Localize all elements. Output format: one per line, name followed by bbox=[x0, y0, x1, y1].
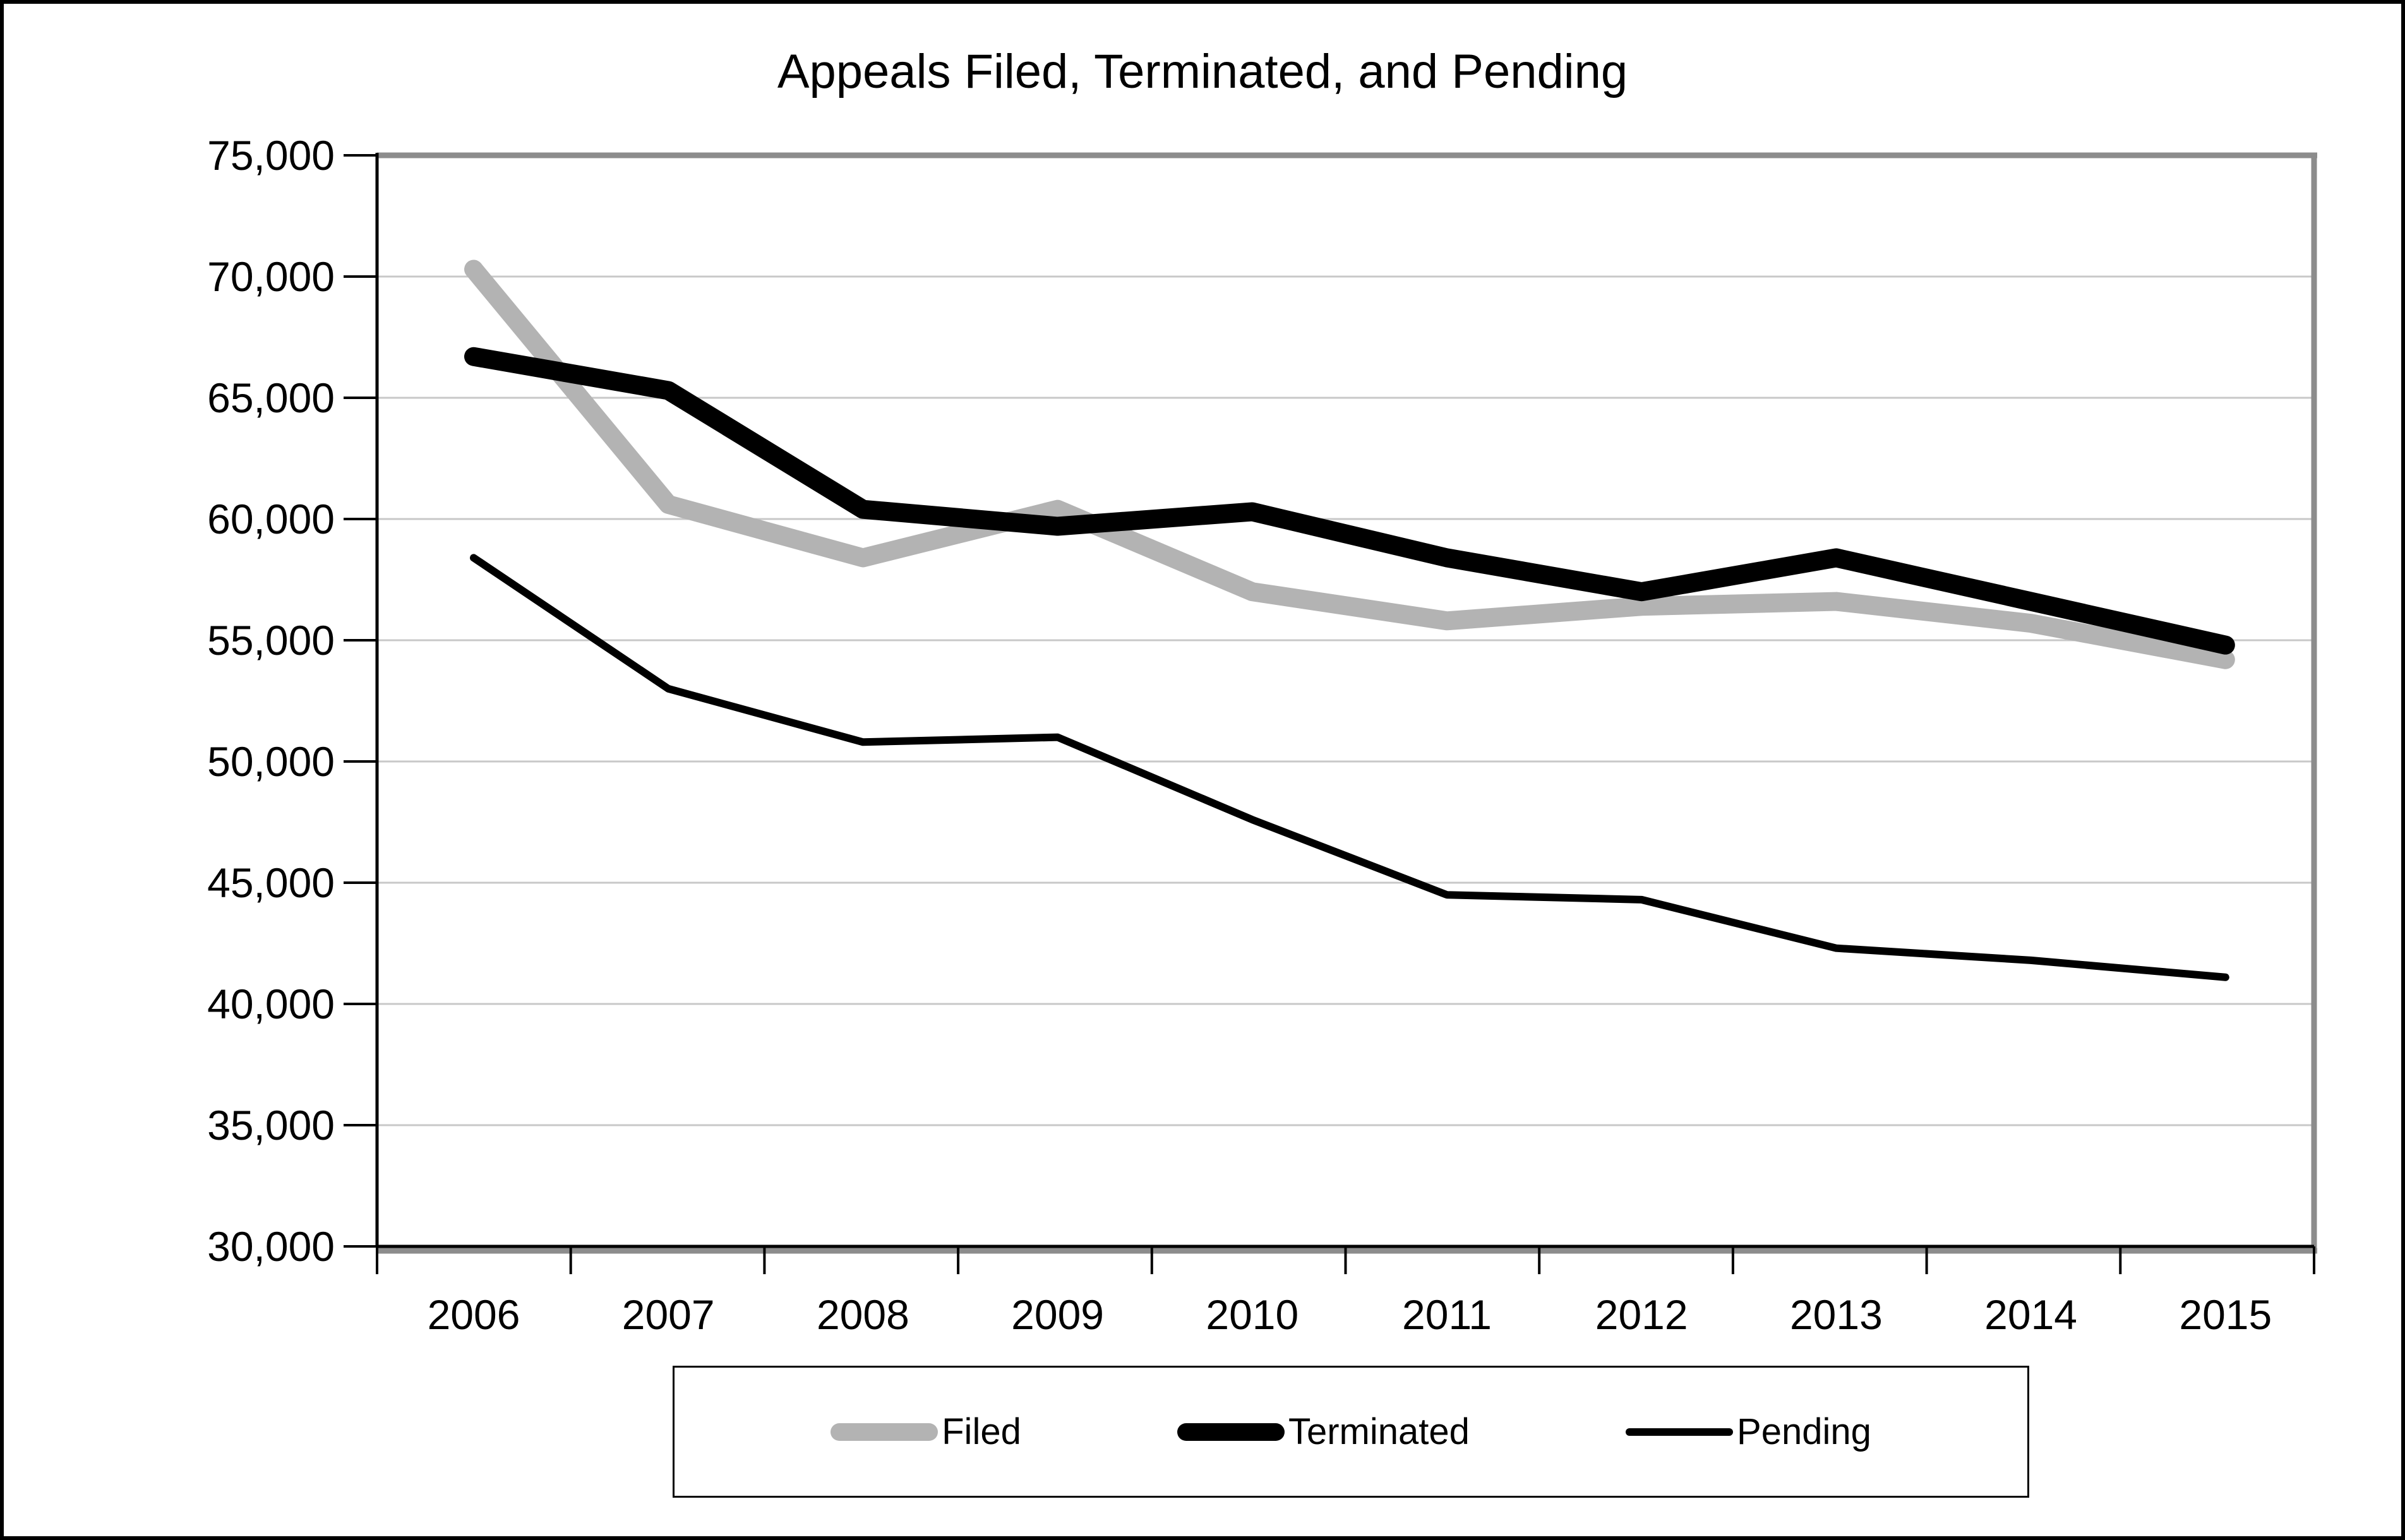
series-line-filed bbox=[464, 260, 2235, 669]
x-tick-label: 2006 bbox=[427, 1291, 520, 1338]
legend-label-terminated: Terminated bbox=[1288, 1411, 1470, 1452]
y-tick-label: 35,000 bbox=[207, 1102, 335, 1149]
x-tick-label: 2008 bbox=[816, 1291, 909, 1338]
x-tick-label: 2014 bbox=[1984, 1291, 2077, 1338]
filed-line-swatch bbox=[831, 1423, 939, 1441]
x-tick-label: 2012 bbox=[1595, 1291, 1688, 1338]
legend: Filed Terminated Pending bbox=[673, 1366, 2029, 1498]
y-tick-label: 40,000 bbox=[207, 981, 335, 1027]
y-tick-label: 55,000 bbox=[207, 617, 335, 664]
x-tick-label: 2015 bbox=[2179, 1291, 2272, 1338]
series-line-pending bbox=[470, 554, 2229, 981]
chart-title: Appeals Filed, Terminated, and Pending bbox=[777, 45, 1628, 98]
terminated-line-swatch bbox=[1177, 1423, 1285, 1441]
x-tick-label: 2009 bbox=[1011, 1291, 1104, 1338]
legend-item-pending: Pending bbox=[1626, 1411, 1871, 1453]
x-tick-label: 2007 bbox=[621, 1291, 715, 1338]
y-tick-label: 30,000 bbox=[207, 1223, 335, 1270]
pending-line-swatch bbox=[1626, 1428, 1734, 1436]
y-tick-label: 65,000 bbox=[207, 374, 335, 421]
x-tick-label: 2011 bbox=[1402, 1291, 1492, 1338]
legend-label-filed: Filed bbox=[942, 1411, 1021, 1452]
y-tick-label: 75,000 bbox=[207, 132, 335, 179]
y-tick-label: 45,000 bbox=[207, 859, 335, 906]
series-line-terminated bbox=[464, 347, 2235, 655]
legend-item-filed: Filed bbox=[831, 1411, 1021, 1453]
x-tick-label: 2013 bbox=[1789, 1291, 1883, 1338]
plot-area bbox=[344, 152, 2317, 1274]
y-tick-label: 50,000 bbox=[207, 738, 335, 785]
y-tick-label: 70,000 bbox=[207, 253, 335, 300]
y-tick-label: 60,000 bbox=[207, 496, 335, 542]
legend-label-pending: Pending bbox=[1737, 1411, 1871, 1452]
x-tick-label: 2010 bbox=[1206, 1291, 1299, 1338]
legend-item-terminated: Terminated bbox=[1177, 1411, 1470, 1453]
